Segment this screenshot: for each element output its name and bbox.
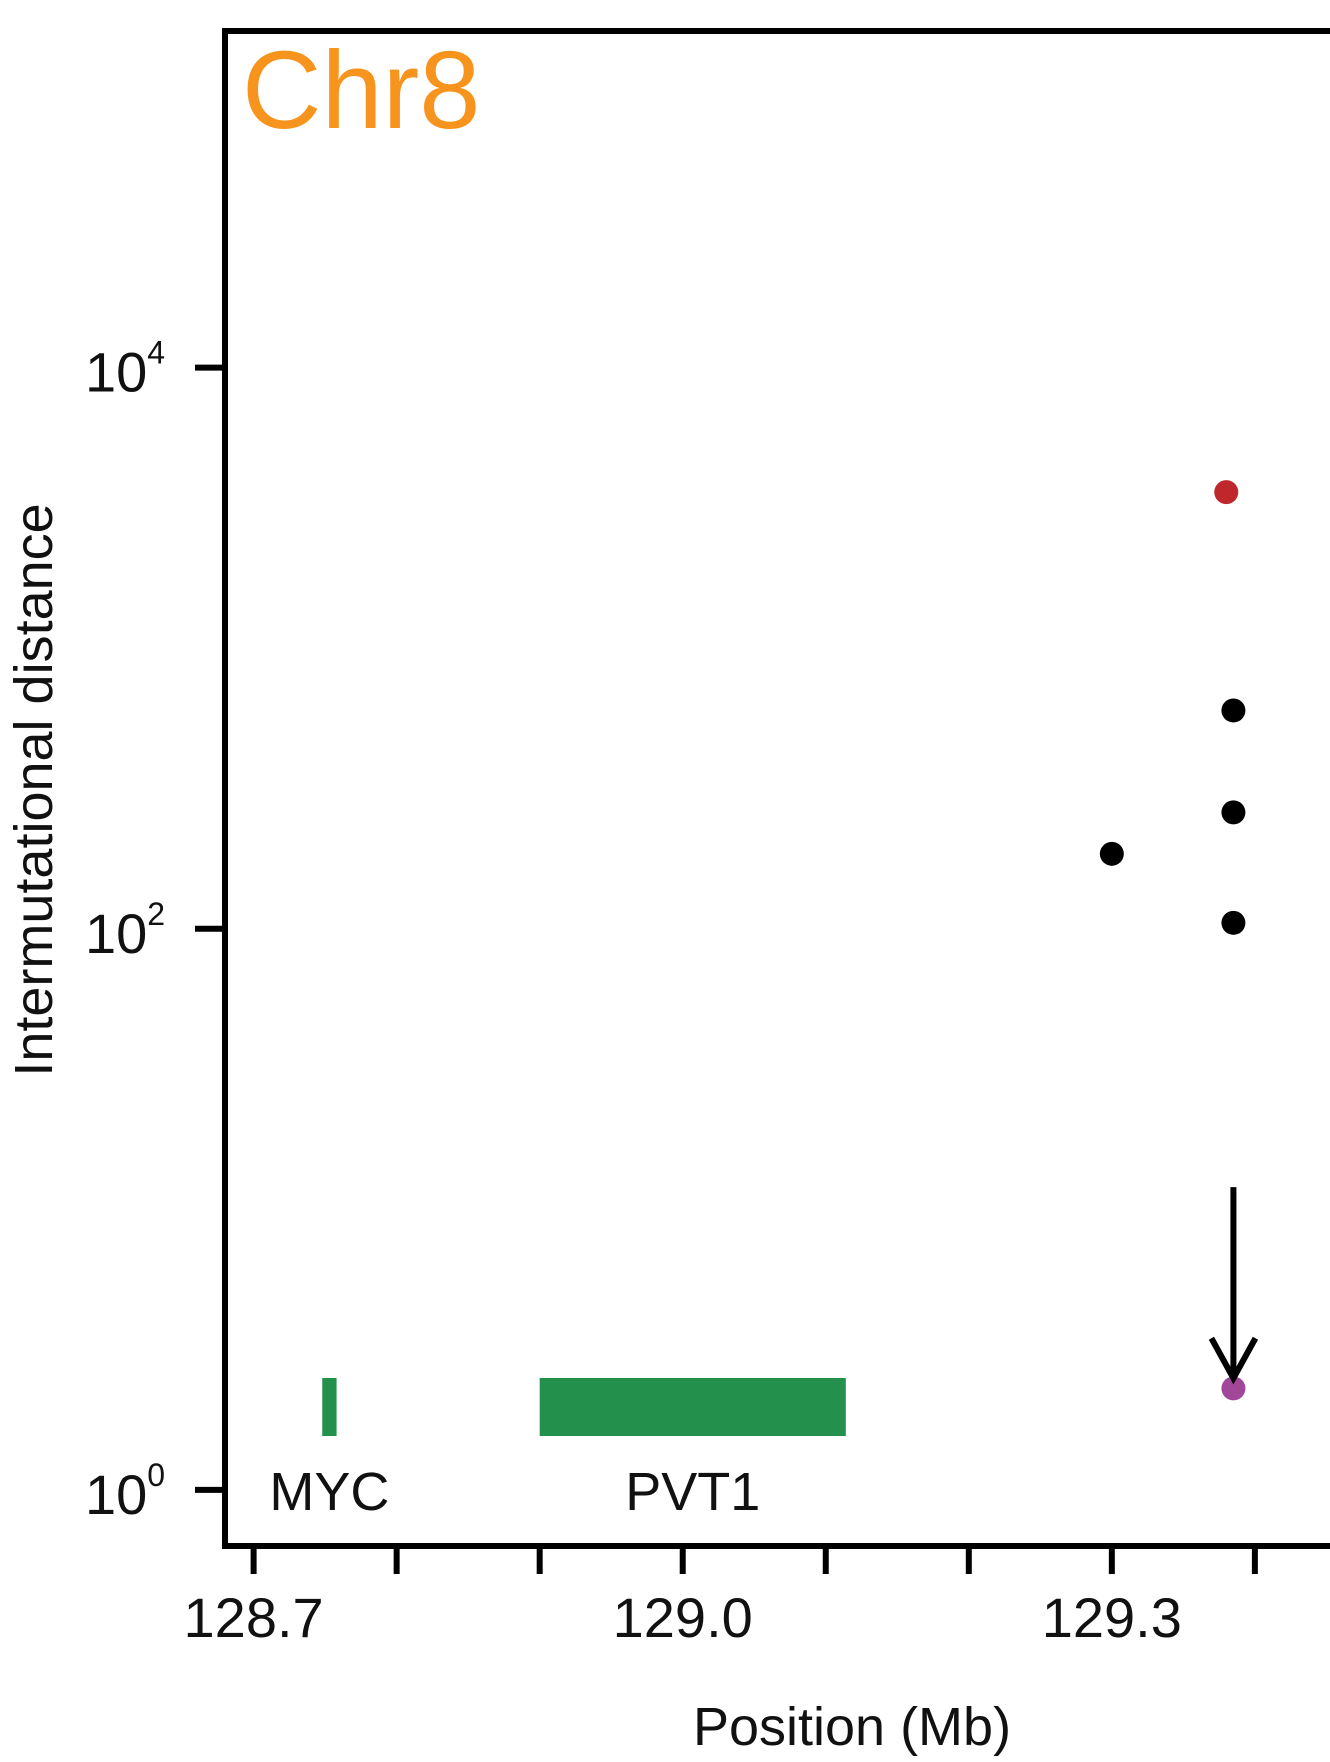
data-point-6 xyxy=(1221,1376,1246,1401)
y-tick-exponent: 0 xyxy=(147,1457,165,1493)
gene-label-myc: MYC xyxy=(269,1462,389,1522)
y-tick-label-2: 102 xyxy=(85,896,165,965)
data-points xyxy=(1099,480,1246,1401)
gene-label-pvt1: PVT1 xyxy=(625,1462,760,1522)
gene-bar-myc xyxy=(322,1378,337,1436)
y-tick-label-0: 100 xyxy=(85,1457,165,1526)
y-tick-base: 10 xyxy=(85,902,147,965)
x-tick-label: 129.3 xyxy=(1042,1586,1182,1649)
x-tick-label: 129.0 xyxy=(613,1586,753,1649)
down-arrow-icon xyxy=(1208,1187,1259,1385)
y-tick-base: 10 xyxy=(85,341,147,404)
x-tick-label: 128.7 xyxy=(184,1586,324,1649)
plot-frame xyxy=(222,28,1330,1549)
chart-title: Chr8 xyxy=(242,29,480,152)
arrow-head xyxy=(1208,1336,1259,1385)
data-point-5 xyxy=(1221,910,1246,935)
y-axis-title: Intermutational distance xyxy=(4,503,64,1076)
y-tick-base: 10 xyxy=(85,1463,147,1526)
data-point-2 xyxy=(1221,698,1246,723)
data-point-1 xyxy=(1214,480,1239,505)
data-point-4 xyxy=(1099,841,1124,866)
gene-annotations: MYC PVT1 xyxy=(269,1378,846,1522)
y-tick-exponent: 4 xyxy=(147,335,165,371)
data-point-3 xyxy=(1221,800,1246,825)
y-tick-label-4: 104 xyxy=(85,335,165,404)
y-tick-exponent: 2 xyxy=(147,896,165,932)
gene-bar-pvt1 xyxy=(539,1378,846,1436)
x-axis-title: Position (Mb) xyxy=(693,1697,1011,1757)
x-axis: 128.7 129.0 129.3 xyxy=(184,1543,1330,1649)
